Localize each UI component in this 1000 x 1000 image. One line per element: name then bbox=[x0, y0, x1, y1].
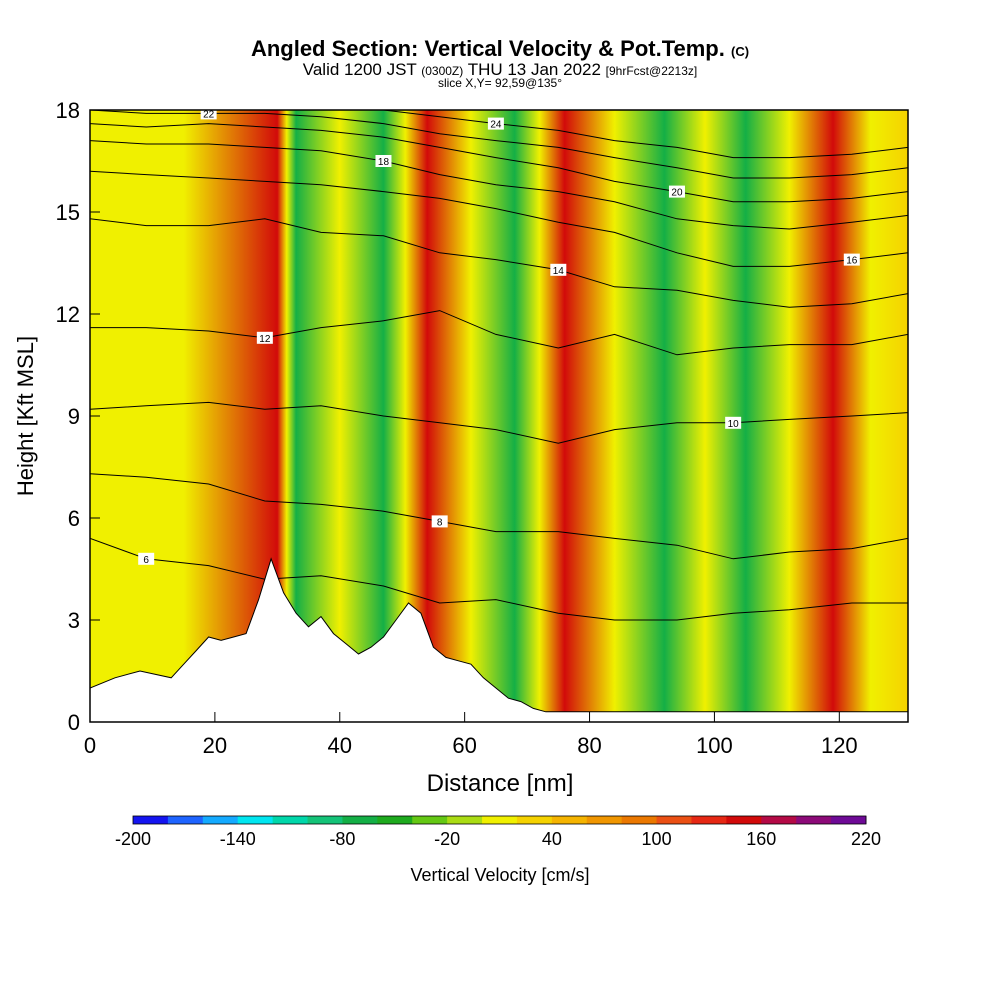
isentrope-label: 20 bbox=[671, 188, 683, 199]
colorbar-tick-label: -140 bbox=[220, 829, 256, 849]
colorbar-swatch bbox=[167, 816, 204, 824]
isentrope-label: 22 bbox=[203, 109, 215, 120]
isentrope-label-bg bbox=[431, 515, 448, 528]
slice-info: slice X,Y= 92,59@135° bbox=[437, 76, 563, 90]
title-units: (C) bbox=[731, 44, 750, 59]
forecast-tag: [9hrFcst@2213z] bbox=[605, 64, 698, 78]
isentrope-label: 12 bbox=[259, 334, 271, 345]
colorbar-swatch bbox=[377, 816, 413, 824]
colorbar-swatch bbox=[272, 816, 309, 824]
colorbar: -200 -140 -80 -20 40 100 160 220 bbox=[115, 815, 881, 849]
isentrope-20 bbox=[90, 123, 908, 203]
colorbar-frame bbox=[132, 815, 867, 825]
isentrope-label-bg bbox=[375, 155, 392, 167]
y-tick-label: 12 bbox=[56, 302, 80, 327]
isentrope-label: 14 bbox=[553, 266, 565, 277]
valid-date: THU 13 Jan 2022 bbox=[467, 60, 601, 79]
chart-title: Angled Section: Vertical Velocity & Pot.… bbox=[0, 36, 1000, 62]
colorbar-tick-label: 40 bbox=[542, 829, 562, 849]
isentrope-14 bbox=[90, 218, 908, 308]
colorbar-swatch bbox=[691, 816, 727, 824]
y-tick-label: 9 bbox=[68, 404, 80, 429]
isentrope-label-bg bbox=[487, 117, 504, 130]
x-tick-label: 20 bbox=[203, 733, 227, 758]
colorbar-swatch bbox=[202, 816, 239, 824]
isentrope-labels: 6 8 10 12 14 16 18 20 22 24 bbox=[138, 107, 860, 566]
colorbar-swatch bbox=[726, 816, 762, 824]
isentropes bbox=[90, 110, 908, 621]
colorbar-tick-label: -200 bbox=[115, 829, 151, 849]
colorbar-tick-label: 100 bbox=[642, 829, 672, 849]
colorbar-swatch bbox=[551, 816, 588, 824]
isentrope-label-bg bbox=[550, 263, 567, 276]
x-tick-label: 120 bbox=[821, 733, 858, 758]
isentrope-label-bg bbox=[668, 185, 685, 198]
valid-time: Valid 1200 JST (0300Z) THU 13 Jan 2022 [… bbox=[0, 60, 1000, 80]
terrain bbox=[90, 557, 908, 722]
title-text: Angled Section: Vertical Velocity & Pot.… bbox=[250, 36, 725, 61]
y-tick-label: 6 bbox=[68, 506, 80, 531]
colorbar-label: Vertical Velocity [cm/s] bbox=[410, 865, 589, 885]
isentrope-6 bbox=[90, 537, 908, 621]
axes: 0 20 40 60 80 100 120 0 3 6 9 12 15 18 bbox=[56, 98, 858, 758]
isentrope-label: 18 bbox=[378, 157, 390, 168]
colorbar-swatch bbox=[516, 816, 553, 824]
colorbar-tick-label: 220 bbox=[851, 829, 881, 849]
colorbar-swatch bbox=[621, 816, 658, 824]
colorbar-tick-label: -20 bbox=[434, 829, 460, 849]
valid-utc: (0300Z) bbox=[421, 64, 464, 78]
y-axis-label: Height [Kft MSL] bbox=[13, 336, 38, 496]
y-tick-label: 18 bbox=[56, 98, 80, 123]
x-tick-label: 40 bbox=[328, 733, 352, 758]
isentrope-10 bbox=[90, 401, 908, 444]
isentrope-label-bg bbox=[843, 253, 860, 266]
plot-area bbox=[90, 110, 908, 722]
x-tick-label: 0 bbox=[84, 733, 96, 758]
x-tick-label: 80 bbox=[577, 733, 601, 758]
colorbar-swatch bbox=[133, 816, 169, 824]
y-tick-label: 0 bbox=[68, 710, 80, 735]
colorbar-swatch bbox=[586, 816, 623, 824]
y-tick-label: 15 bbox=[56, 200, 80, 225]
x-axis-label: Distance [nm] bbox=[427, 770, 574, 797]
colorbar-swatch bbox=[307, 816, 343, 824]
colorbar-swatch bbox=[447, 816, 483, 824]
isentrope-label-bg bbox=[725, 416, 742, 429]
isentrope-label-bg bbox=[138, 552, 155, 565]
colorbar-swatch bbox=[761, 816, 797, 824]
x-tick-label: 100 bbox=[696, 733, 733, 758]
colorbar-swatch bbox=[342, 816, 378, 824]
isentrope-label: 10 bbox=[728, 419, 740, 430]
x-tick-label: 60 bbox=[452, 733, 476, 758]
isentrope-8 bbox=[90, 473, 908, 560]
colorbar-swatch bbox=[412, 816, 448, 824]
colorbar-swatch bbox=[656, 816, 692, 824]
isentrope-label-bg bbox=[256, 331, 273, 344]
isentrope-16 bbox=[90, 170, 908, 267]
isentrope-22 bbox=[90, 110, 908, 179]
isentrope-12 bbox=[90, 310, 908, 356]
colorbar-swatch bbox=[482, 816, 518, 824]
isentrope-label: 6 bbox=[143, 555, 149, 566]
colorbar-swatch bbox=[237, 816, 274, 824]
y-tick-label: 3 bbox=[68, 608, 80, 633]
colorbar-tick-label: 160 bbox=[746, 829, 776, 849]
isentrope-label: 8 bbox=[437, 517, 443, 528]
isentrope-18 bbox=[90, 140, 908, 230]
colorbar-tick-label: -80 bbox=[329, 829, 355, 849]
isentrope-label: 24 bbox=[490, 120, 502, 131]
velocity-field bbox=[90, 110, 908, 722]
colorbar-swatch bbox=[831, 816, 867, 824]
colorbar-swatch bbox=[796, 816, 832, 824]
valid-prefix: Valid 1200 JST bbox=[302, 60, 417, 79]
isentrope-label: 16 bbox=[846, 256, 858, 267]
